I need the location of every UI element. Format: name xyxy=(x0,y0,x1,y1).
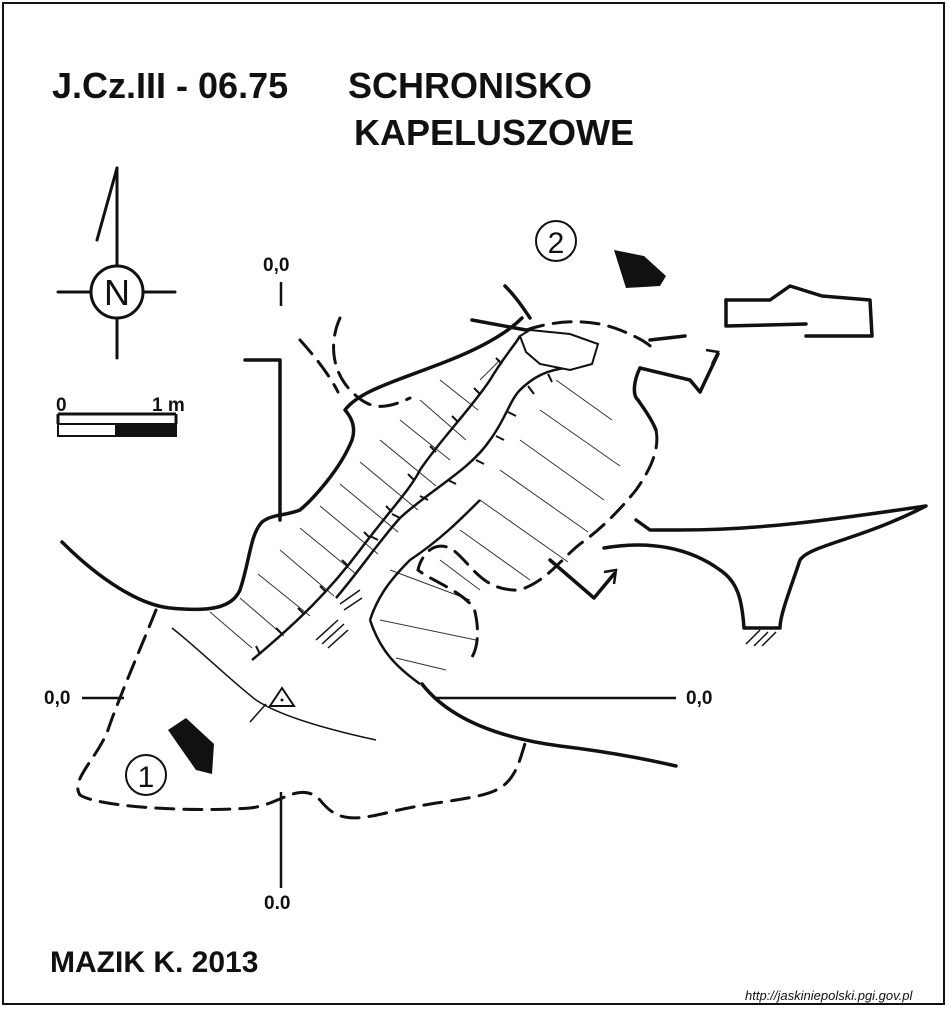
entrance-2-marker xyxy=(535,220,577,262)
debris-patches xyxy=(315,589,777,649)
cave-name-line2: KAPELUSZOWE xyxy=(354,112,635,153)
scale-start-label: 0 xyxy=(56,395,67,416)
ref-mark-left: 0,0 xyxy=(44,688,71,709)
ref-mark-right: 0,0 xyxy=(686,688,713,709)
entrance-2-number: 2 xyxy=(548,227,565,260)
north-arrow-icon xyxy=(56,166,177,360)
cave-code: J.Cz.III - 06.75 xyxy=(52,65,289,106)
cave-walls xyxy=(60,284,928,768)
drip-line xyxy=(76,316,659,820)
ledge-ticks xyxy=(255,357,553,655)
ref-mark-top: 0,0 xyxy=(263,255,290,276)
entrance-arrow-icon xyxy=(168,250,666,774)
ref-mark-bottom: 0.0 xyxy=(264,893,291,914)
scale-bar xyxy=(56,412,178,437)
sketch-lines xyxy=(171,323,807,741)
author-credit: MAZIK K. 2013 xyxy=(50,946,259,979)
entrance-1-marker xyxy=(125,754,167,796)
ledge-lines xyxy=(251,335,566,686)
slope-hatching xyxy=(209,359,621,671)
source-url: http://jaskiniepolski.pgi.gov.pl xyxy=(745,988,913,1003)
direction-arrow-icon xyxy=(603,348,720,585)
rock-block xyxy=(518,328,600,372)
north-letter: N xyxy=(104,272,130,313)
cave-name-line1: SCHRONISKO xyxy=(348,65,593,106)
scale-end-label: 1 m xyxy=(152,395,185,416)
reference-lines xyxy=(82,282,676,888)
survey-station-icon xyxy=(268,686,296,707)
entrance-1-number: 1 xyxy=(138,761,155,794)
